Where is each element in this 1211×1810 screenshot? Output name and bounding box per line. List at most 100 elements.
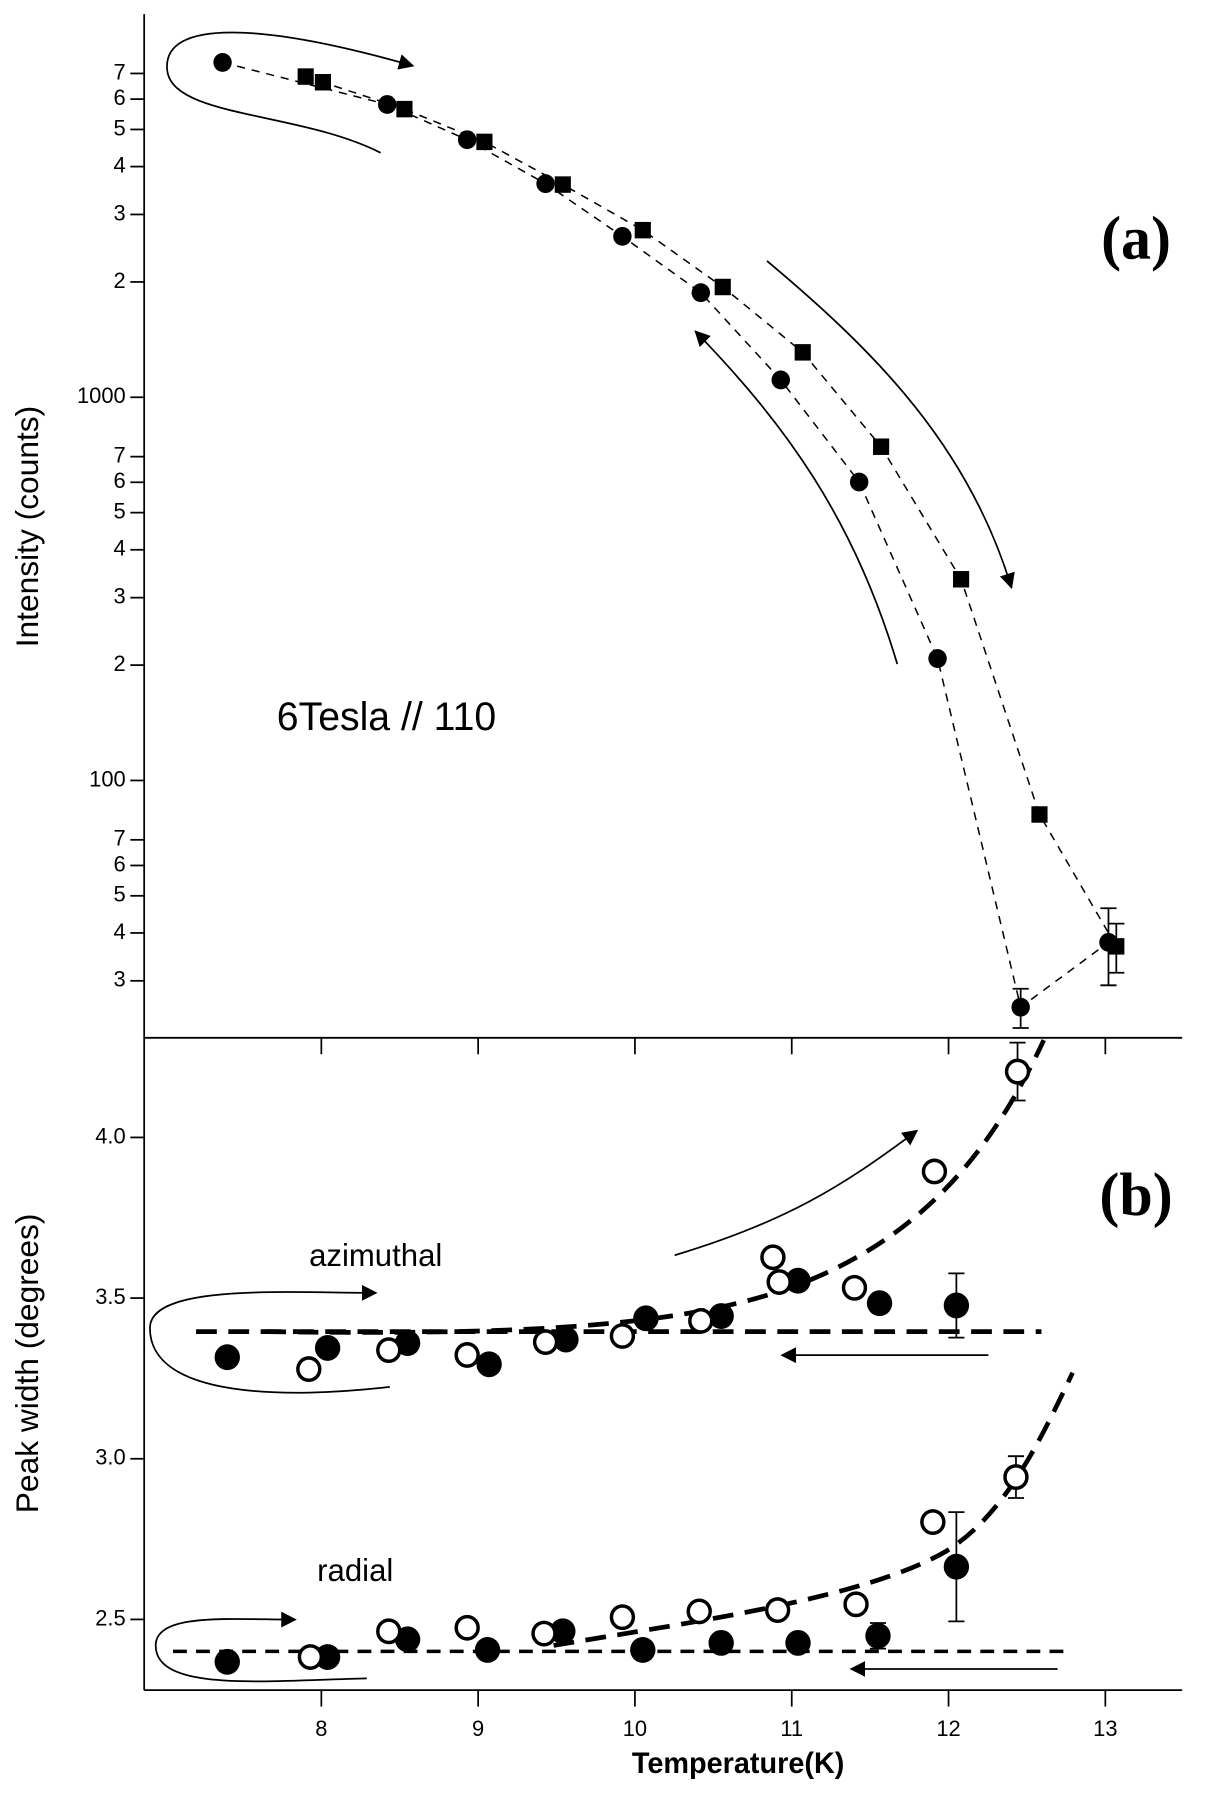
y-tick-label: 7 bbox=[114, 59, 126, 84]
marker bbox=[943, 1292, 970, 1319]
marker bbox=[633, 1305, 659, 1332]
x-axis-label: Temperature(K) bbox=[632, 1748, 844, 1780]
marker bbox=[708, 1629, 734, 1656]
marker bbox=[953, 571, 970, 588]
marker bbox=[376, 1337, 402, 1364]
marker bbox=[843, 1591, 869, 1618]
marker bbox=[554, 176, 571, 193]
y-axis-label: Peak width (degrees) bbox=[10, 1214, 45, 1514]
marker bbox=[714, 278, 731, 296]
y-axis-label: Intensity (counts) bbox=[10, 406, 45, 648]
marker bbox=[613, 226, 632, 246]
y-tick-label: 1000 bbox=[77, 383, 126, 408]
marker bbox=[873, 438, 890, 455]
marker bbox=[476, 1351, 502, 1378]
marker bbox=[314, 74, 331, 91]
marker bbox=[454, 1614, 480, 1641]
arrow bbox=[766, 260, 1015, 590]
y-tick-label: 2.5 bbox=[95, 1605, 125, 1630]
y-tick-label: 5 bbox=[114, 115, 126, 140]
marker bbox=[476, 133, 493, 151]
arrow bbox=[674, 1129, 919, 1257]
guide-line bbox=[553, 1371, 1075, 1648]
arrow bbox=[694, 330, 899, 665]
y-tick-label: 100 bbox=[89, 766, 126, 791]
y-tick-label: 7 bbox=[114, 826, 126, 851]
marker bbox=[686, 1598, 712, 1625]
marker bbox=[297, 68, 314, 85]
marker bbox=[553, 1326, 579, 1353]
y-tick-label: 3 bbox=[114, 967, 126, 992]
marker bbox=[920, 1509, 946, 1535]
y-tick-label: 6 bbox=[114, 468, 126, 493]
marker bbox=[1031, 806, 1048, 823]
marker bbox=[760, 1244, 786, 1271]
marker bbox=[691, 283, 711, 303]
marker bbox=[214, 1344, 240, 1371]
x-tick-label: 9 bbox=[472, 1716, 484, 1741]
x-tick-label: 8 bbox=[315, 1716, 327, 1741]
x-tick-label: 12 bbox=[936, 1716, 960, 1741]
y-tick-label: 5 bbox=[114, 498, 126, 523]
annotation: (b) bbox=[1099, 1162, 1172, 1230]
marker bbox=[609, 1323, 636, 1349]
marker bbox=[764, 1597, 791, 1624]
marker bbox=[297, 1644, 324, 1670]
marker bbox=[531, 1620, 557, 1647]
marker bbox=[794, 344, 811, 361]
marker bbox=[785, 1267, 811, 1294]
marker bbox=[454, 1342, 480, 1368]
x-tick-label: 11 bbox=[780, 1716, 803, 1741]
marker bbox=[377, 95, 397, 114]
marker bbox=[376, 1618, 402, 1645]
guide-line bbox=[265, 1039, 1046, 1335]
arrow bbox=[149, 1284, 390, 1394]
marker bbox=[550, 1618, 576, 1645]
marker bbox=[396, 100, 413, 118]
y-tick-label: 4 bbox=[114, 919, 126, 944]
y-tick-label: 6 bbox=[114, 85, 126, 110]
marker bbox=[841, 1274, 868, 1301]
series-line bbox=[305, 75, 1117, 947]
marker bbox=[708, 1303, 734, 1330]
series-line bbox=[222, 61, 1109, 1009]
marker bbox=[1003, 1464, 1029, 1491]
y-tick-label: 3 bbox=[114, 200, 126, 225]
x-tick-label: 13 bbox=[1093, 1716, 1117, 1741]
marker bbox=[314, 1334, 341, 1361]
marker bbox=[1108, 938, 1125, 955]
marker bbox=[688, 1307, 714, 1334]
marker bbox=[921, 1158, 948, 1185]
y-tick-label: 4 bbox=[114, 535, 126, 560]
marker bbox=[785, 1629, 811, 1656]
marker bbox=[771, 370, 790, 390]
marker bbox=[1004, 1058, 1031, 1085]
marker bbox=[213, 53, 232, 72]
y-tick-label: 2 bbox=[114, 268, 126, 293]
marker bbox=[474, 1637, 501, 1663]
marker bbox=[634, 221, 651, 239]
y-tick-label: 3.5 bbox=[95, 1284, 125, 1309]
y-tick-label: 3 bbox=[114, 583, 126, 608]
arrow bbox=[154, 1611, 367, 1683]
marker bbox=[943, 1553, 970, 1580]
marker bbox=[609, 1604, 636, 1631]
marker bbox=[928, 649, 947, 668]
marker bbox=[457, 130, 477, 150]
y-tick-label: 3.0 bbox=[95, 1444, 125, 1469]
marker bbox=[532, 1329, 559, 1356]
annotation: 6Tesla // 110 bbox=[277, 695, 496, 739]
marker bbox=[866, 1290, 893, 1317]
y-tick-label: 4.0 bbox=[95, 1123, 125, 1148]
marker bbox=[214, 1648, 240, 1675]
x-tick-label: 10 bbox=[623, 1716, 647, 1741]
annotation: (a) bbox=[1101, 205, 1171, 273]
marker bbox=[630, 1637, 656, 1663]
marker bbox=[849, 472, 869, 492]
annotation: azimuthal bbox=[309, 1238, 442, 1273]
marker bbox=[766, 1269, 792, 1295]
y-tick-label: 6 bbox=[114, 851, 126, 876]
y-tick-label: 2 bbox=[114, 651, 126, 676]
